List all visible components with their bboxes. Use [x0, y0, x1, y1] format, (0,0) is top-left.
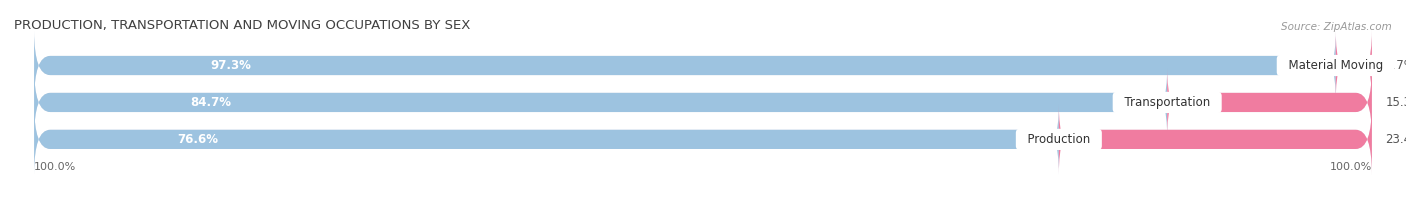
- Text: 15.3%: 15.3%: [1385, 96, 1406, 109]
- FancyBboxPatch shape: [1059, 105, 1372, 174]
- FancyBboxPatch shape: [1167, 68, 1372, 137]
- FancyBboxPatch shape: [34, 31, 1336, 100]
- FancyBboxPatch shape: [34, 105, 1372, 174]
- Text: Source: ZipAtlas.com: Source: ZipAtlas.com: [1281, 21, 1392, 32]
- FancyBboxPatch shape: [1336, 31, 1372, 100]
- FancyBboxPatch shape: [34, 105, 1059, 174]
- Text: 2.7%: 2.7%: [1385, 59, 1406, 72]
- Text: 84.7%: 84.7%: [190, 96, 231, 109]
- Text: Material Moving: Material Moving: [1281, 59, 1391, 72]
- FancyBboxPatch shape: [34, 31, 1372, 100]
- Text: PRODUCTION, TRANSPORTATION AND MOVING OCCUPATIONS BY SEX: PRODUCTION, TRANSPORTATION AND MOVING OC…: [14, 19, 471, 32]
- Text: 100.0%: 100.0%: [34, 162, 76, 172]
- Legend: Male, Female: Male, Female: [644, 195, 762, 197]
- Text: 23.4%: 23.4%: [1385, 133, 1406, 146]
- Text: Transportation: Transportation: [1116, 96, 1218, 109]
- FancyBboxPatch shape: [34, 68, 1167, 137]
- Text: 97.3%: 97.3%: [211, 59, 252, 72]
- Text: 100.0%: 100.0%: [1330, 162, 1372, 172]
- FancyBboxPatch shape: [34, 68, 1372, 137]
- Text: Production: Production: [1019, 133, 1098, 146]
- Text: 76.6%: 76.6%: [177, 133, 218, 146]
